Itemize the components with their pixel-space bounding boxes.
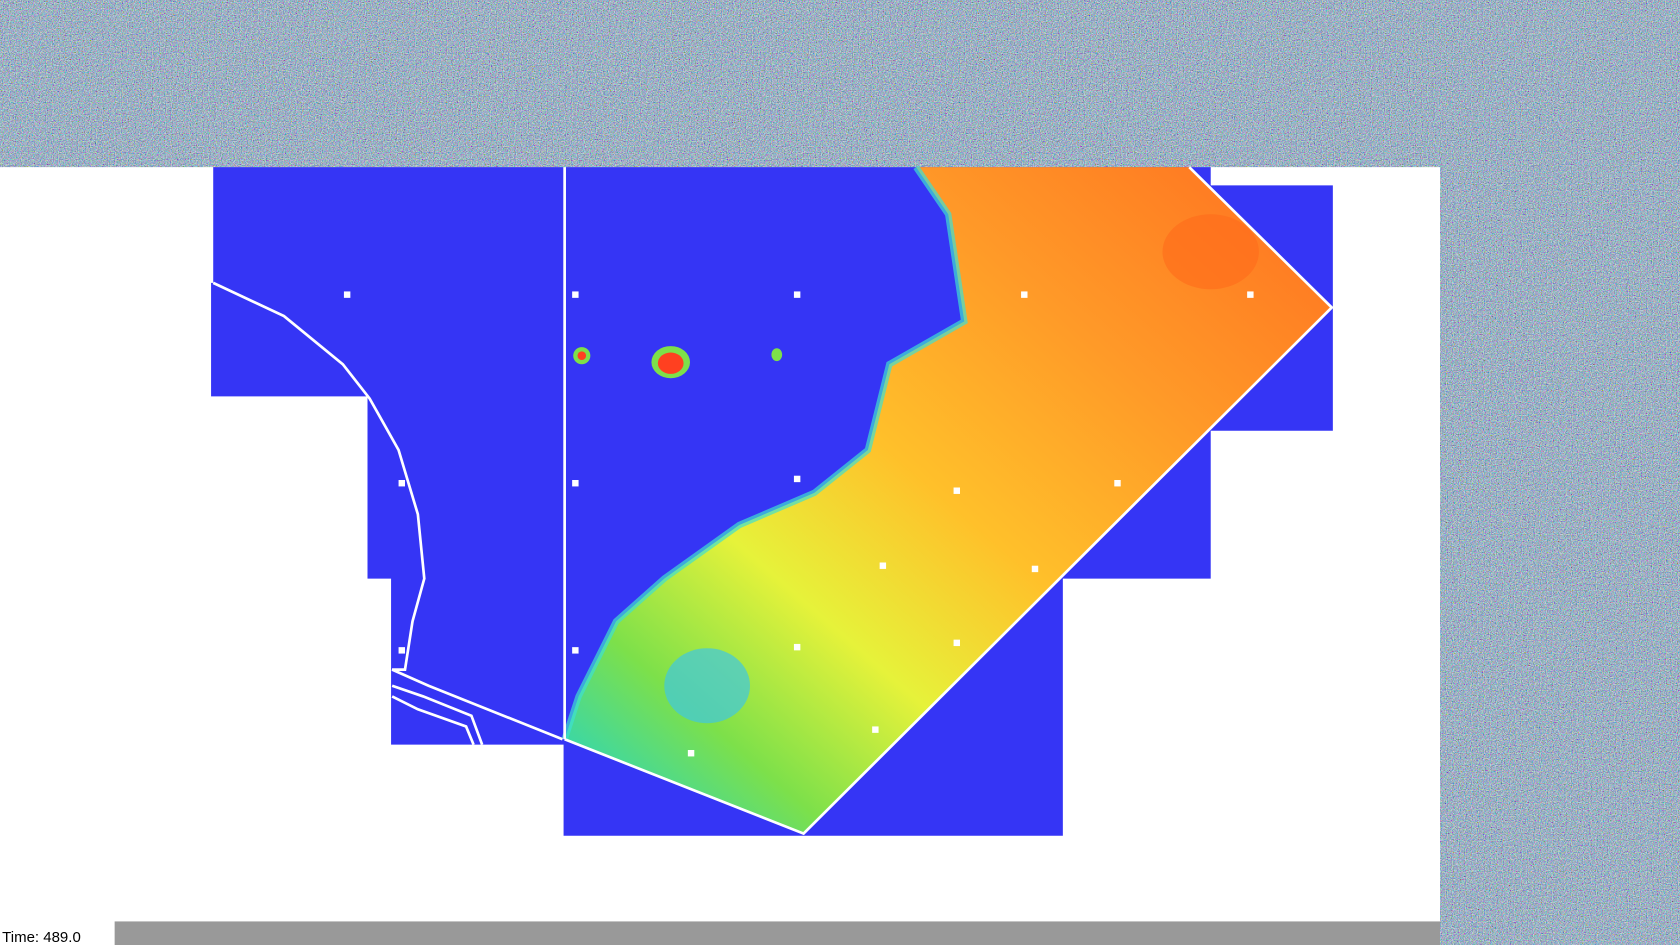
cool-patch bbox=[664, 648, 750, 724]
blob bbox=[771, 348, 783, 362]
sensor-points bbox=[343, 291, 1254, 757]
blob bbox=[577, 351, 587, 360]
boundaries bbox=[212, 166, 1334, 836]
progress-bar bbox=[114, 921, 1441, 945]
time-label: Time: 489.0 bbox=[2, 929, 81, 945]
heat-field bbox=[564, 167, 1332, 834]
blob bbox=[657, 352, 684, 374]
hot-patch bbox=[1162, 214, 1259, 290]
heat-front bbox=[561, 165, 968, 741]
